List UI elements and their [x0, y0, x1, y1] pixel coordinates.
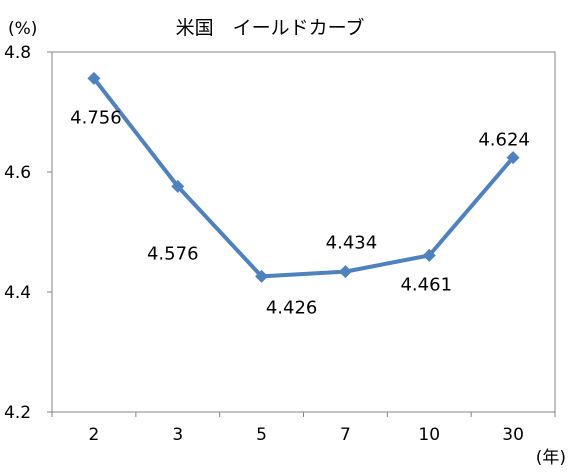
- y-tick-label: 4.6: [4, 163, 31, 183]
- x-tick-label: 5: [256, 425, 267, 445]
- x-tick-label: 10: [418, 425, 440, 445]
- data-label: 4.426: [266, 297, 318, 318]
- data-label: 4.756: [70, 107, 122, 128]
- data-label: 4.624: [478, 130, 530, 151]
- data-point: [338, 265, 352, 279]
- series-line: [91, 76, 516, 279]
- x-axis-unit-label: (年): [536, 448, 566, 468]
- data-label: 4.434: [326, 233, 378, 254]
- x-tick-label: 2: [89, 425, 100, 445]
- data-point: [506, 151, 520, 165]
- series-markers: [87, 71, 520, 283]
- data-label: 4.576: [147, 243, 199, 264]
- data-point: [422, 248, 436, 262]
- data-point: [255, 269, 269, 283]
- y-tick-label: 4.8: [4, 43, 31, 63]
- x-tick-label: 30: [502, 425, 524, 445]
- y-axis: 4.2 4.4 4.6 4.8: [4, 43, 52, 423]
- x-axis: 2 3 5 7 10 30: [51, 412, 556, 445]
- y-axis-unit-label: (%): [8, 19, 37, 39]
- x-tick-label: 7: [340, 425, 351, 445]
- data-point: [87, 71, 101, 85]
- y-tick-label: 4.2: [4, 403, 31, 423]
- data-labels: 4.756 4.576 4.426 4.434 4.461 4.624: [70, 107, 530, 318]
- y-tick-label: 4.4: [4, 283, 31, 303]
- x-tick-label: 3: [172, 425, 183, 445]
- data-point: [171, 179, 185, 193]
- data-label: 4.461: [400, 274, 452, 295]
- chart-title: 米国 イールドカーブ: [176, 16, 365, 39]
